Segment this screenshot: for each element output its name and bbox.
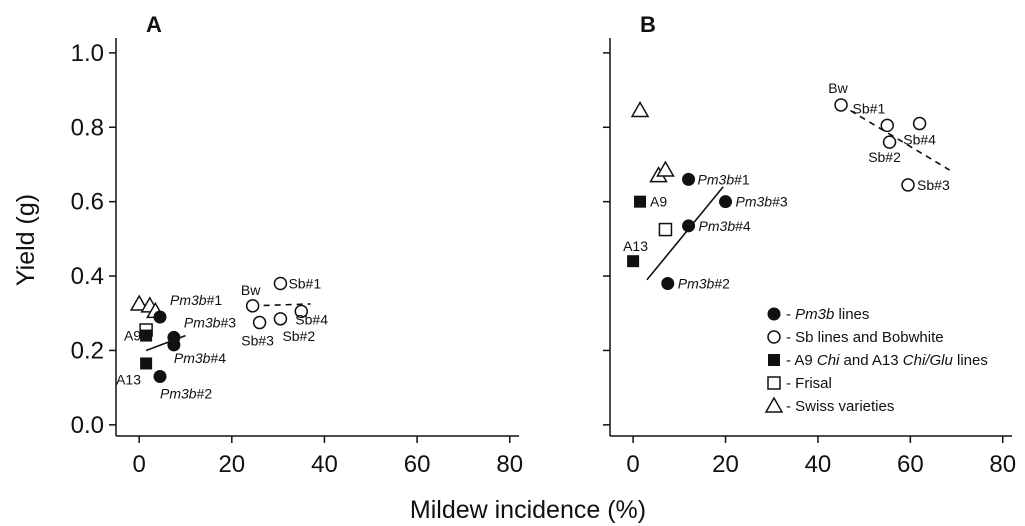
- panel-a-point-circle-open: [273, 312, 288, 326]
- panel-a-y-tick-label: 0.4: [71, 263, 104, 290]
- panel-a-point-label: Sb#4: [295, 311, 328, 327]
- panel-b-point-circle-open: [834, 98, 848, 112]
- legend-entry: - Frisal: [767, 375, 832, 392]
- panel-b-point-label: A13: [623, 238, 648, 254]
- panel-a-point-circle-open: [273, 276, 288, 291]
- panel-a-y-tick-label: 1.0: [71, 40, 104, 67]
- panel-a-point-label: Pm3b#2: [160, 385, 212, 401]
- panel-a-point-label: Pm3b#4: [174, 350, 226, 366]
- legend-label: - Swiss varieties: [786, 398, 894, 415]
- panel-b-point-label: Sb#4: [903, 132, 936, 148]
- legend-marker-square-open: [767, 376, 781, 390]
- legend-marker-square-filled: [768, 354, 780, 366]
- panel-a-point-label: Sb#3: [241, 333, 274, 349]
- panel-b-point-label: Bw: [828, 80, 848, 96]
- panel-a-x-tick-label: 80: [496, 451, 523, 478]
- panel-a-x-tick-label: 0: [132, 451, 145, 478]
- panel-a-point-triangle-open: [129, 294, 149, 311]
- panel-b-x-tick-label: 0: [626, 451, 639, 478]
- legend-label: - Sb lines and Bobwhite: [786, 329, 944, 346]
- legend-entry: - Sb lines and Bobwhite: [767, 329, 944, 346]
- panel-b-point-circle-open: [901, 178, 915, 192]
- panel-b-point-triangle-open: [630, 101, 650, 118]
- panel-b-point-triangle-open: [656, 160, 675, 177]
- panel-a-point-square-filled: [140, 357, 153, 370]
- panel-b-point-square-filled: [634, 195, 647, 208]
- panel-a-x-tick-label: 40: [311, 451, 338, 478]
- panel-b-point-label: A9: [650, 194, 667, 210]
- legend: - Pm3b lines - Sb lines and Bobwhite - A9 …: [764, 306, 988, 415]
- panel-a-letter: A: [146, 12, 162, 37]
- panel-a-point-circle-open: [294, 304, 309, 319]
- panel-a-x-tick-label: 60: [404, 451, 431, 478]
- panel-b-point-label: Pm3b#3: [736, 194, 788, 210]
- panel-a-point-label: Bw: [241, 282, 261, 298]
- panel-b-point-circle-filled: [682, 172, 696, 186]
- panel-b-x-tick-label: 80: [989, 451, 1016, 478]
- panel-b-point-circle-filled: [661, 276, 675, 290]
- panel-a-point-circle-filled: [167, 338, 181, 352]
- panel-b-x-tick-label: 60: [897, 451, 924, 478]
- panel-b-x-tick-label: 20: [712, 451, 739, 478]
- panels: 0 20 40 60 80 0.0 0.2 0.4 0.6 0.8 1.0 A A9 A13 Pm3b#1 P…: [71, 12, 1016, 478]
- panel-b-x-tick-label: 40: [805, 451, 832, 478]
- panel-b-letter: B: [640, 12, 656, 37]
- panel-b-point-square-open: [658, 222, 673, 237]
- panel-a: 0 20 40 60 80 0.0 0.2 0.4 0.6 0.8 1.0 A A9 A13 Pm3b#1 P…: [71, 12, 523, 478]
- panel-a-point-label: Pm3b#3: [184, 314, 236, 330]
- panel-b-point-circle-open: [880, 118, 894, 133]
- legend-marker-circle-open: [767, 330, 781, 344]
- legend-label: - Pm3b lines: [786, 306, 869, 323]
- panel-a-point-square-filled: [140, 329, 153, 342]
- panel-b-fit-line-solid: [646, 186, 724, 281]
- panel-b-point-label: Sb#1: [853, 100, 886, 116]
- legend-marker-triangle-open: [764, 396, 784, 413]
- panel-b-point-circle-filled: [682, 219, 696, 233]
- legend-entry: - A9 Chi and A13 Chi/Glu lines: [768, 352, 988, 369]
- panel-a-y-tick-label: 0.6: [71, 189, 104, 216]
- panel-a-y-tick-label: 0.2: [71, 337, 104, 364]
- legend-entry: - Pm3b lines: [767, 306, 869, 323]
- panel-a-point-circle-open: [245, 299, 260, 313]
- panel-a-point-label: Sb#1: [288, 275, 321, 291]
- panel-a-point-label: Pm3b#1: [170, 292, 222, 308]
- panel-a-x-tick-label: 20: [218, 451, 245, 478]
- panel-b-point-label: Pm3b#1: [698, 171, 750, 187]
- panel-a-point-circle-filled: [153, 369, 167, 383]
- legend-entry: - Swiss varieties: [764, 396, 894, 415]
- panel-b-point-label: Pm3b#2: [678, 275, 730, 291]
- panel-a-y-tick-label: 0.8: [71, 114, 104, 141]
- panel-b-point-circle-filled: [719, 195, 733, 209]
- panel-a-point-circle-filled: [153, 310, 167, 324]
- panel-b-point-square-filled: [627, 255, 640, 268]
- panel-b-point-circle-open: [912, 116, 927, 131]
- legend-label: - Frisal: [786, 375, 832, 392]
- panel-b-point-label: Pm3b#4: [699, 218, 751, 234]
- panel-a-point-label: A13: [116, 371, 141, 387]
- x-axis-title: Mildew incidence (%): [410, 496, 646, 524]
- panel-a-point-circle-open: [252, 315, 267, 330]
- panel-a-y-tick-label: 0.0: [71, 412, 104, 439]
- panel-b-point-label: Sb#3: [917, 177, 950, 193]
- legend-label: - A9 Chi and A13 Chi/Glu lines: [786, 352, 988, 369]
- panel-b-point-circle-open: [882, 135, 897, 149]
- panel-a-point-label: A9: [124, 328, 141, 344]
- panel-a-fit-line-dashed: [252, 303, 311, 307]
- y-axis-title: Yield (g): [12, 194, 40, 286]
- legend-marker-circle-filled: [767, 307, 781, 321]
- panel-a-point-label: Sb#2: [282, 328, 315, 344]
- panel-b: 0 20 40 60 80 B A9 A13 Pm3b#1 Pm3b#3 Pm3b#4 Pm3b#2 B…: [603, 12, 1016, 478]
- panel-b-point-label: Sb#2: [868, 149, 901, 165]
